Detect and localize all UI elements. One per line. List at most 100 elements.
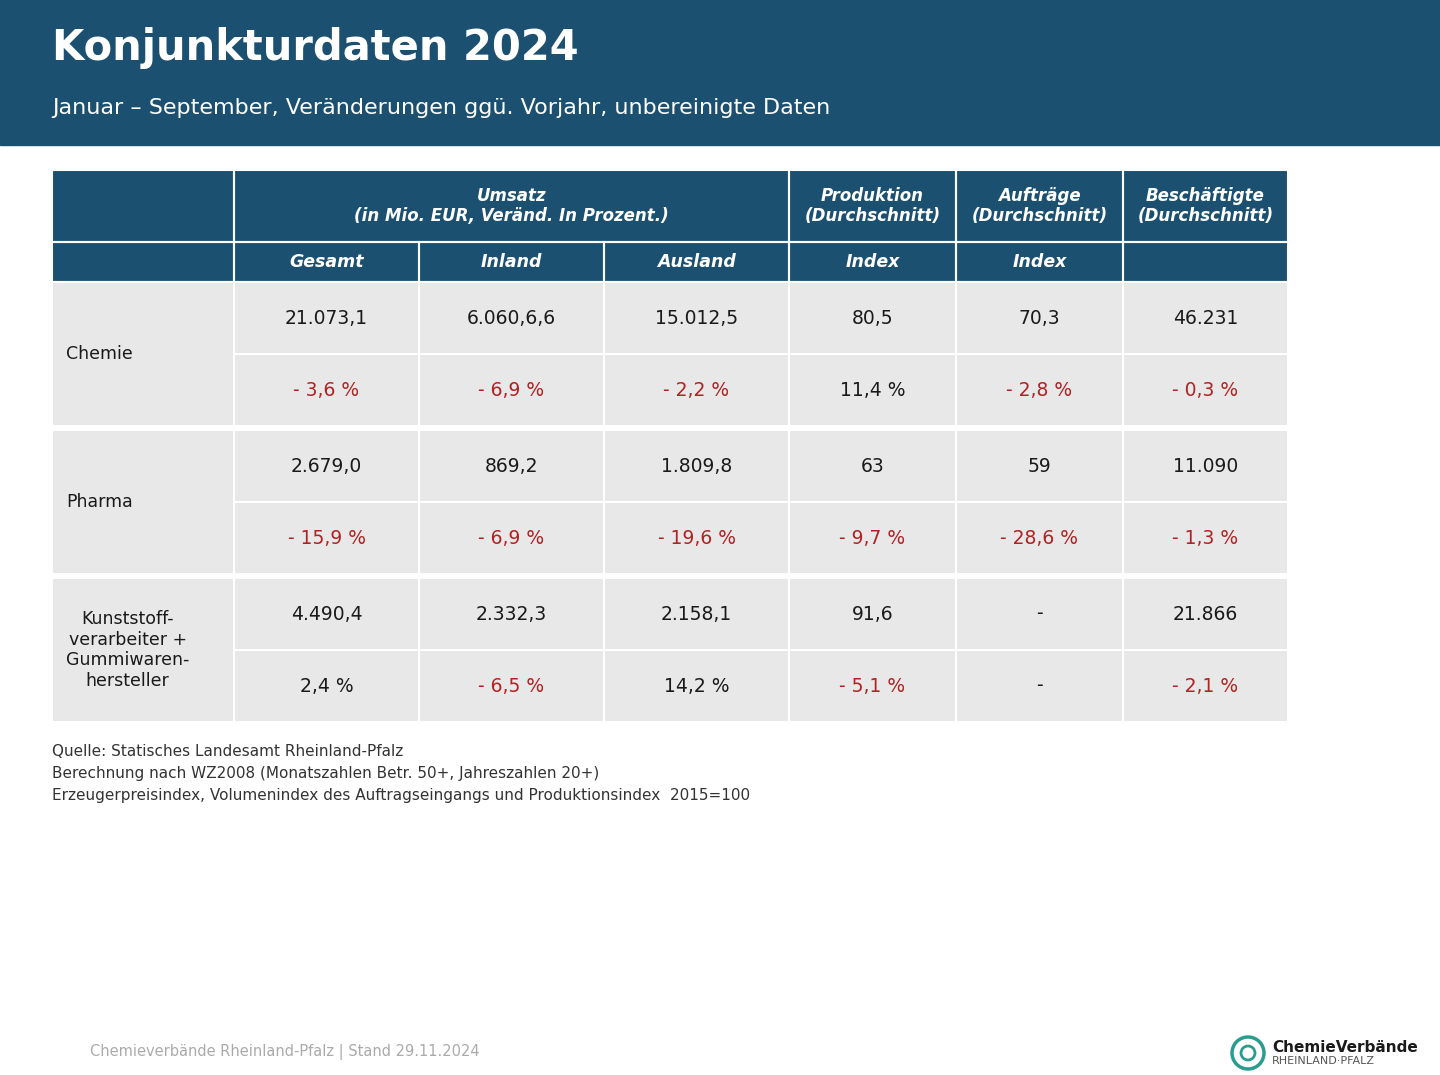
Text: 2.332,3: 2.332,3	[475, 604, 547, 624]
Text: -: -	[1037, 676, 1043, 696]
Bar	[419, 242, 603, 282]
Bar	[603, 650, 789, 722]
Text: 11,4 %: 11,4 %	[840, 381, 906, 400]
Bar	[789, 502, 956, 574]
Bar	[1123, 650, 1287, 722]
Bar	[789, 242, 956, 282]
Bar	[956, 170, 1123, 242]
Bar	[956, 650, 1123, 722]
Bar	[52, 170, 233, 242]
Bar	[1123, 578, 1287, 650]
Text: Beschäftigte
(Durchschnitt): Beschäftigte (Durchschnitt)	[1138, 187, 1273, 226]
Text: 80,5: 80,5	[851, 309, 893, 328]
Text: 4.490,4: 4.490,4	[291, 604, 363, 624]
Bar	[956, 282, 1123, 354]
Bar	[1123, 354, 1287, 426]
Bar	[789, 650, 956, 722]
Bar	[789, 170, 956, 242]
Bar	[233, 282, 419, 354]
Bar	[52, 574, 1388, 578]
Bar	[789, 578, 956, 650]
Text: Januar – September, Veränderungen ggü. Vorjahr, unbereinigte Daten: Januar – September, Veränderungen ggü. V…	[52, 98, 831, 118]
Text: - 6,9 %: - 6,9 %	[478, 381, 544, 400]
Bar	[956, 242, 1123, 282]
Text: Erzeugerpreisindex, Volumenindex des Auftragseingangs und Produktionsindex  2015: Erzeugerpreisindex, Volumenindex des Auf…	[52, 788, 750, 803]
Bar	[789, 430, 956, 502]
Bar	[233, 578, 419, 650]
Bar	[956, 430, 1123, 502]
Text: - 9,7 %: - 9,7 %	[840, 529, 906, 547]
Bar	[956, 170, 1123, 242]
Text: - 1,3 %: - 1,3 %	[1172, 529, 1238, 547]
Bar	[52, 578, 233, 722]
Text: Inland: Inland	[481, 253, 543, 271]
Bar	[419, 650, 603, 722]
Bar	[956, 502, 1123, 574]
Text: Umsatz
(in Mio. EUR, Veränd. In Prozent.): Umsatz (in Mio. EUR, Veränd. In Prozent.…	[354, 187, 668, 226]
Bar	[603, 430, 789, 502]
Text: Produktion
(Durchschnitt): Produktion (Durchschnitt)	[805, 187, 940, 226]
Text: 2.158,1: 2.158,1	[661, 604, 732, 624]
Bar	[0, 0, 1440, 145]
Bar	[956, 650, 1123, 722]
Text: -: -	[1037, 604, 1043, 624]
Bar	[1123, 242, 1287, 282]
Text: Ausland: Ausland	[657, 253, 736, 271]
Bar	[419, 242, 603, 282]
Text: 59: 59	[1028, 457, 1051, 475]
Bar	[956, 282, 1123, 354]
Bar	[789, 354, 956, 426]
Bar	[789, 170, 956, 242]
Text: Kunststoff-
verarbeiter +
Gummiwaren-
hersteller: Kunststoff- verarbeiter + Gummiwaren- he…	[66, 610, 190, 690]
Text: - 19,6 %: - 19,6 %	[658, 529, 736, 547]
Bar	[603, 502, 789, 574]
Text: 21.073,1: 21.073,1	[285, 309, 369, 328]
Bar	[419, 354, 603, 426]
Bar	[1123, 170, 1287, 242]
Text: - 6,9 %: - 6,9 %	[478, 529, 544, 547]
Text: ChemieVerbände: ChemieVerbände	[1272, 1040, 1418, 1055]
Bar	[789, 242, 956, 282]
Bar	[789, 430, 956, 502]
Text: Chemieverbände Rheinland-Pfalz | Stand 29.11.2024: Chemieverbände Rheinland-Pfalz | Stand 2…	[89, 1044, 480, 1060]
Bar	[603, 354, 789, 426]
Bar	[603, 354, 789, 426]
Bar	[233, 502, 419, 574]
Bar	[789, 282, 956, 354]
Text: Berechnung nach WZ2008 (Monatszahlen Betr. 50+, Jahreszahlen 20+): Berechnung nach WZ2008 (Monatszahlen Bet…	[52, 766, 599, 782]
Text: Chemie: Chemie	[66, 345, 132, 363]
Bar	[603, 430, 789, 502]
Text: 6.060,6,6: 6.060,6,6	[467, 309, 556, 328]
Bar	[233, 282, 419, 354]
Text: Pharma: Pharma	[66, 493, 132, 511]
Bar	[233, 170, 789, 242]
Bar	[956, 430, 1123, 502]
Bar	[52, 430, 233, 574]
Bar	[52, 430, 233, 574]
Text: - 5,1 %: - 5,1 %	[840, 676, 906, 696]
Text: 63: 63	[861, 457, 884, 475]
Bar	[789, 650, 956, 722]
Text: 2.679,0: 2.679,0	[291, 457, 361, 475]
Bar	[789, 282, 956, 354]
Bar	[419, 430, 603, 502]
Bar	[956, 578, 1123, 650]
Bar	[1123, 242, 1287, 282]
Bar	[233, 170, 789, 242]
Text: 21.866: 21.866	[1172, 604, 1238, 624]
Bar	[1123, 430, 1287, 502]
Bar	[789, 502, 956, 574]
Bar	[52, 282, 233, 426]
Text: 91,6: 91,6	[851, 604, 893, 624]
Text: - 6,5 %: - 6,5 %	[478, 676, 544, 696]
Text: Gesamt: Gesamt	[289, 253, 364, 271]
Bar	[1123, 502, 1287, 574]
Bar	[233, 650, 419, 722]
Bar	[789, 354, 956, 426]
Bar	[419, 502, 603, 574]
Bar	[52, 242, 233, 282]
Bar	[419, 282, 603, 354]
Text: - 3,6 %: - 3,6 %	[294, 381, 360, 400]
Bar	[233, 430, 419, 502]
Bar	[789, 578, 956, 650]
